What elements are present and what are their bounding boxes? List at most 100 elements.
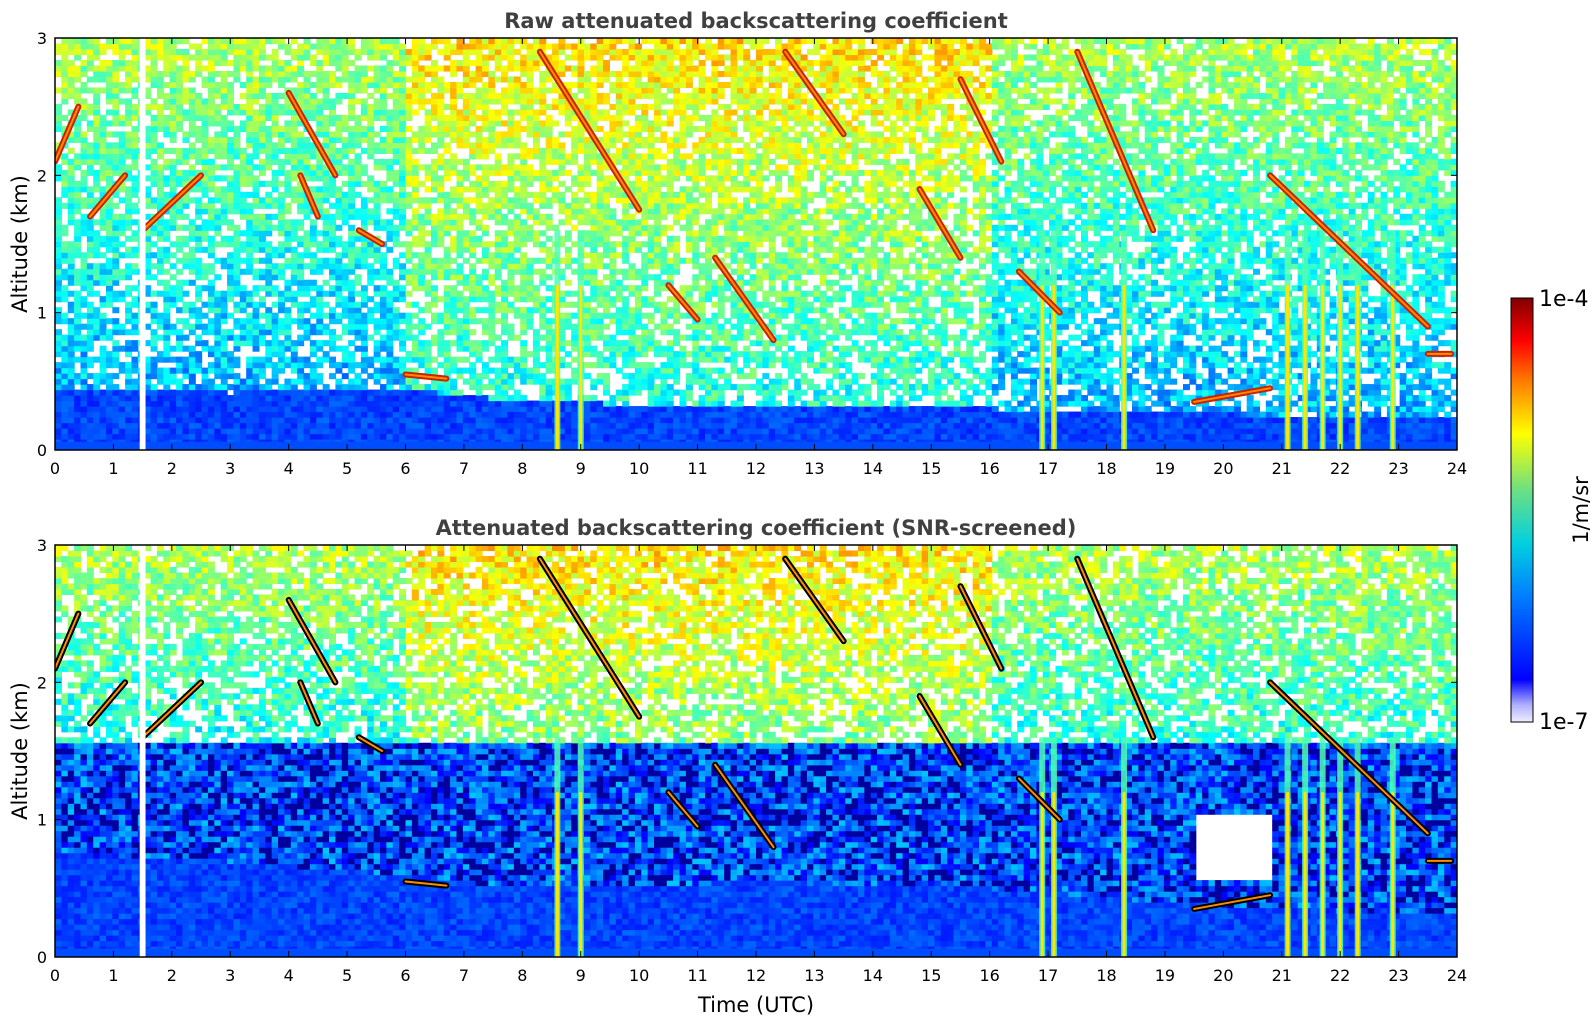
heatmap-cell <box>380 43 387 50</box>
heatmap-cell <box>360 208 368 215</box>
heatmap-cell <box>437 76 445 83</box>
heatmap-cell <box>252 224 260 231</box>
heatmap-cell <box>481 345 489 352</box>
heatmap-cell <box>61 384 69 391</box>
heatmap-cell <box>462 334 470 341</box>
heatmap-cell <box>329 417 336 424</box>
heatmap-cell <box>360 318 368 325</box>
heatmap-cell <box>532 428 540 435</box>
heatmap-cell <box>169 422 177 429</box>
heatmap-cell <box>348 103 356 111</box>
heatmap-cell <box>443 433 451 440</box>
heatmap-cell <box>74 356 82 363</box>
heatmap-cell <box>207 103 215 111</box>
heatmap-cell <box>532 230 540 237</box>
heatmap-cell <box>373 76 381 83</box>
heatmap-cell <box>93 384 101 391</box>
heatmap-cell <box>392 136 400 143</box>
heatmap-cell <box>411 323 419 330</box>
heatmap-cell <box>462 43 470 50</box>
heatmap-cell <box>437 345 445 352</box>
heatmap-cell <box>316 208 324 215</box>
heatmap-cell <box>380 38 387 45</box>
heatmap-cell <box>322 279 330 286</box>
heatmap-cell <box>67 158 75 165</box>
heatmap-cell <box>207 202 215 209</box>
heatmap-cell <box>150 43 158 50</box>
heatmap-cell <box>150 384 158 391</box>
heatmap-cell <box>322 208 330 215</box>
heatmap-cell <box>316 378 324 385</box>
heatmap-cell <box>80 417 88 424</box>
heatmap-cell <box>74 230 82 237</box>
heatmap-cell <box>373 191 381 198</box>
heatmap-cell <box>220 98 228 105</box>
heatmap-cell <box>450 219 458 226</box>
heatmap-cell <box>74 422 82 429</box>
heatmap-cell <box>309 114 317 121</box>
heatmap-cell <box>112 252 120 259</box>
heatmap-cell <box>341 142 349 149</box>
heatmap-cell <box>278 290 286 297</box>
heatmap-cell <box>583 323 591 330</box>
heatmap-cell <box>284 219 292 226</box>
heatmap-cell <box>462 136 470 143</box>
heatmap-cell <box>392 329 400 336</box>
heatmap-cell <box>437 180 445 187</box>
heatmap-cell <box>418 219 426 226</box>
heatmap-cell <box>125 59 133 67</box>
heatmap-cell <box>86 38 94 45</box>
heatmap-cell <box>571 136 579 143</box>
heatmap-cell <box>271 323 279 330</box>
heatmap-cell <box>93 114 101 121</box>
heatmap-cell <box>418 323 426 330</box>
heatmap-cell <box>303 378 311 385</box>
heatmap-cell <box>437 92 445 100</box>
heatmap-cell <box>443 38 451 45</box>
heatmap-cell <box>418 329 426 336</box>
heatmap-cell <box>74 224 82 231</box>
heatmap-cell <box>201 169 209 176</box>
heatmap-cell <box>501 279 509 286</box>
heatmap-cell <box>341 274 349 281</box>
heatmap-cell <box>513 59 521 67</box>
heatmap-cell <box>55 345 62 352</box>
heatmap-cell <box>258 120 266 127</box>
heatmap-cell <box>150 147 158 154</box>
heatmap-cell <box>227 125 235 132</box>
heatmap-cell <box>258 400 266 407</box>
heatmap-cell <box>507 48 515 56</box>
heatmap-cell <box>201 65 209 72</box>
heatmap-cell <box>392 109 400 116</box>
heatmap-cell <box>437 224 445 231</box>
heatmap-cell <box>360 378 368 385</box>
heatmap-cell <box>316 191 324 198</box>
heatmap-cell <box>176 147 184 154</box>
heatmap-cell <box>411 384 419 391</box>
heatmap-cell <box>74 373 82 380</box>
heatmap-cell <box>577 186 585 193</box>
heatmap-cell <box>55 268 62 275</box>
heatmap-cell <box>227 395 235 402</box>
heatmap-cell <box>443 285 451 292</box>
heatmap-cell <box>118 153 126 160</box>
heatmap-cell <box>367 180 375 187</box>
heatmap-cell <box>233 142 241 149</box>
heatmap-cell <box>507 411 515 418</box>
heatmap-cell <box>201 329 209 336</box>
heatmap-cell <box>367 296 375 303</box>
heatmap-cell <box>207 345 215 352</box>
heatmap-cell <box>214 114 222 121</box>
heatmap-cell <box>526 318 534 325</box>
heatmap-cell <box>520 373 528 380</box>
heatmap-cell <box>539 362 547 369</box>
heatmap-cell <box>163 428 171 435</box>
heatmap-cell <box>386 411 394 418</box>
heatmap-cell <box>303 169 311 176</box>
heatmap-cell <box>86 202 94 209</box>
heatmap-cell <box>590 213 598 220</box>
heatmap-cell <box>507 131 515 138</box>
heatmap-cell <box>583 81 591 89</box>
heatmap-cell <box>169 65 177 72</box>
heatmap-cell <box>297 400 305 407</box>
